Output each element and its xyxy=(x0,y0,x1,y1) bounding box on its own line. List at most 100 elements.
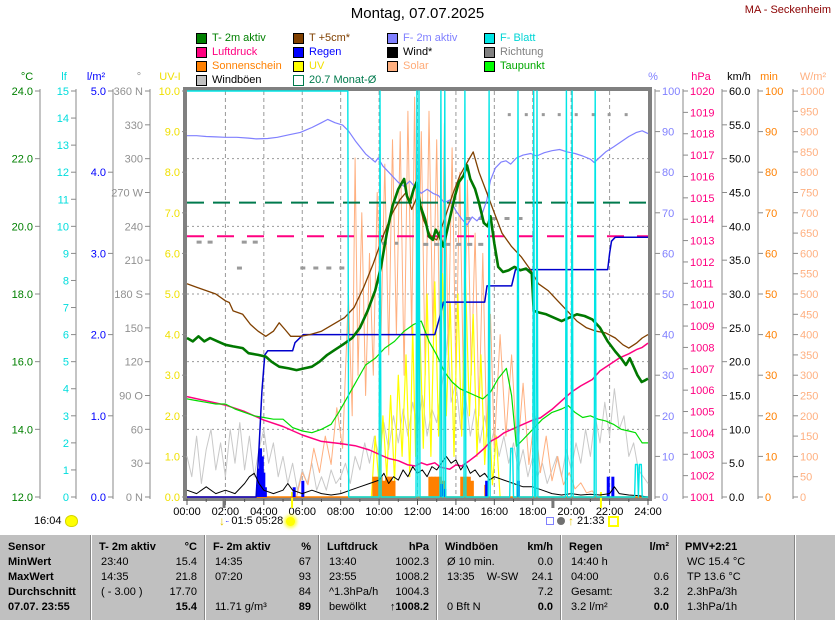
svg-text:3.0: 3.0 xyxy=(91,248,106,260)
svg-text:900: 900 xyxy=(800,127,818,139)
svg-text:200: 200 xyxy=(800,411,818,423)
svg-text:1000: 1000 xyxy=(800,86,824,98)
svg-text:06:00: 06:00 xyxy=(288,506,316,518)
legend-label: UV xyxy=(309,60,325,72)
svg-text:40.0: 40.0 xyxy=(729,221,750,233)
svg-text:1019: 1019 xyxy=(690,107,714,119)
legend-item-7: Wind* xyxy=(387,45,484,59)
column-header: Luftdruck xyxy=(327,541,378,553)
svg-text:18:00: 18:00 xyxy=(519,506,547,518)
row-label: 07.07. 23:55 xyxy=(8,601,70,613)
svg-text:14.0: 14.0 xyxy=(12,424,33,436)
legend-label: T +5cm* xyxy=(309,32,351,44)
series-f2m xyxy=(187,118,649,226)
svg-text:00:00: 00:00 xyxy=(173,506,201,518)
legend-swatch xyxy=(484,32,495,44)
cell-label: 14:35 xyxy=(101,571,129,583)
series-wind xyxy=(186,455,649,498)
cell-label: 07:20 xyxy=(215,571,243,583)
svg-text:12: 12 xyxy=(57,167,69,179)
legend-label: Sonnenschein xyxy=(212,60,282,72)
svg-text:6: 6 xyxy=(63,330,69,342)
cell-label: 2.3hPa/3h xyxy=(687,586,738,598)
svg-text:1015: 1015 xyxy=(690,193,714,205)
station-label: MA - Seckenheim xyxy=(744,4,831,16)
svg-text:100: 100 xyxy=(662,86,680,98)
svg-text:35.0: 35.0 xyxy=(729,255,750,267)
cell-label: WC 15.4 °C xyxy=(687,556,746,568)
cell-label: 14:40 h xyxy=(571,556,608,568)
axis-solar: W/m² 0 50 100 150 200 250 300 350 400 450 500 550 600… xyxy=(792,71,826,504)
legend-item-8: Richtung xyxy=(484,45,594,59)
cell-value: 15.4 xyxy=(175,601,197,613)
svg-text:30: 30 xyxy=(131,458,143,470)
svg-text:100: 100 xyxy=(765,86,783,98)
column-header: Regen xyxy=(569,541,603,553)
cell-label: 0 Bft N xyxy=(447,601,481,613)
svg-text:20: 20 xyxy=(662,411,674,423)
svg-text:15.0: 15.0 xyxy=(729,391,750,403)
legend-label: Windböen xyxy=(212,74,262,86)
svg-text:15: 15 xyxy=(57,86,69,98)
cell-label: ^1.3hPa/h xyxy=(329,586,379,598)
svg-text:0: 0 xyxy=(662,492,668,504)
svg-text:150: 150 xyxy=(800,431,818,443)
legend-item-5: Luftdruck xyxy=(196,45,293,59)
legend-swatch xyxy=(293,32,304,44)
svg-text:55.0: 55.0 xyxy=(729,120,750,132)
legend-swatch xyxy=(196,46,207,58)
svg-text:04:00: 04:00 xyxy=(250,506,278,518)
cell-value: 3.2 xyxy=(653,586,669,598)
cell-value: 0.0 xyxy=(537,601,553,613)
svg-text:60: 60 xyxy=(662,248,674,260)
column-unit: hPa xyxy=(408,541,429,553)
cell-value: 15.4 xyxy=(175,556,197,568)
svg-text:3: 3 xyxy=(63,411,69,423)
svg-text:50: 50 xyxy=(800,472,812,484)
table-column-5: Regen l/m² 14:40 h 04:00 0.6 Gesamt: 3.2 3.2 l/… xyxy=(560,535,675,620)
legend-item-3: F- 2m aktiv xyxy=(387,31,484,45)
svg-text:1008: 1008 xyxy=(690,342,714,354)
row-label: Sensor xyxy=(8,541,46,553)
svg-text:UV-I: UV-I xyxy=(159,71,180,83)
legend-item-13: Windböen xyxy=(196,73,293,87)
svg-text:0.0: 0.0 xyxy=(729,492,744,504)
svg-text:650: 650 xyxy=(800,228,818,240)
svg-text:1013: 1013 xyxy=(690,236,714,248)
column-header: Windböen xyxy=(445,541,499,553)
svg-text:20.0: 20.0 xyxy=(729,357,750,369)
svg-text:02:00: 02:00 xyxy=(212,506,240,518)
cell-label: 11.71 g/m³ xyxy=(215,601,267,613)
svg-text:10.0: 10.0 xyxy=(729,424,750,436)
svg-text:5.0: 5.0 xyxy=(91,86,106,98)
svg-text:550: 550 xyxy=(800,269,818,281)
svg-text:0 N: 0 N xyxy=(126,492,143,504)
svg-text:4.0: 4.0 xyxy=(165,330,180,342)
svg-text:270 W: 270 W xyxy=(111,188,143,200)
svg-text:10.0: 10.0 xyxy=(159,86,180,98)
moonset-time: 01:5 xyxy=(231,515,253,527)
legend-swatch xyxy=(484,60,495,72)
chart-legend: T- 2m aktiv T +5cm* F- 2m aktiv F- Blatt Luf… xyxy=(196,31,594,87)
sunset-time: 21:33 xyxy=(577,515,605,527)
cell-value: ↑1008.2 xyxy=(389,601,429,613)
moonrise-time: 16:04 xyxy=(34,515,62,527)
svg-text:1006: 1006 xyxy=(690,385,714,397)
svg-text:250: 250 xyxy=(800,391,818,403)
legend-swatch xyxy=(293,60,304,72)
moonset-arrow-icon: ↓ xyxy=(219,514,225,528)
svg-text:1009: 1009 xyxy=(690,321,714,333)
svg-text:18.0: 18.0 xyxy=(12,289,33,301)
svg-text:60: 60 xyxy=(765,248,777,260)
svg-text:0: 0 xyxy=(765,492,771,504)
cell-value: 24.1 xyxy=(531,571,553,583)
svg-text:1011: 1011 xyxy=(690,278,714,290)
svg-text:80: 80 xyxy=(662,167,674,179)
moon-icon xyxy=(64,515,78,527)
svg-text:1007: 1007 xyxy=(690,364,714,376)
svg-text:0.0: 0.0 xyxy=(91,492,106,504)
svg-text:min: min xyxy=(760,71,778,83)
cell-label: ( - 3.00 ) xyxy=(101,586,143,598)
svg-text:8.0: 8.0 xyxy=(165,167,180,179)
